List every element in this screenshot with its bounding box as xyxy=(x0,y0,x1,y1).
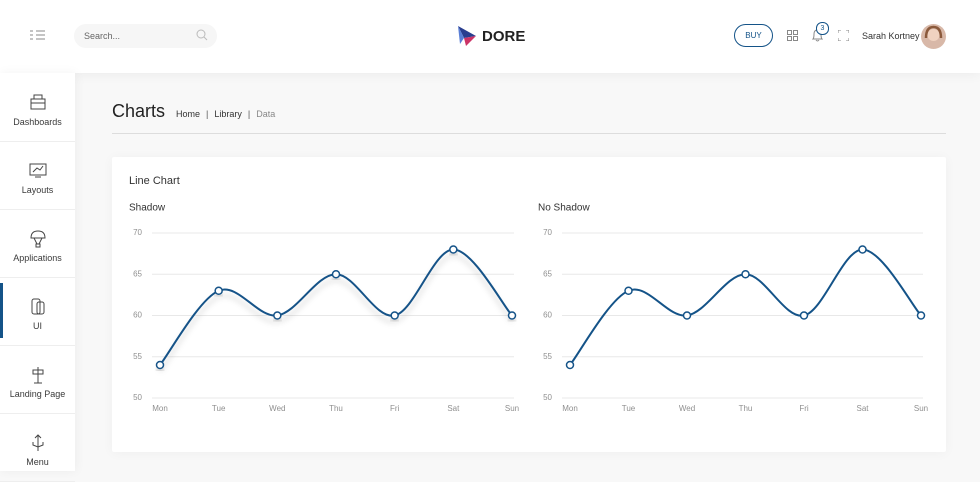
x-tick-label: Wed xyxy=(679,404,695,413)
x-tick-label: Fri xyxy=(799,404,809,413)
x-tick-label: Fri xyxy=(390,404,400,413)
sidebar-label: Landing Page xyxy=(9,389,66,399)
breadcrumb: HomeLibraryData xyxy=(176,109,275,119)
y-tick-label: 65 xyxy=(133,269,142,278)
data-point xyxy=(449,245,458,254)
charts: Shadow 50 55 60 65 70 Mon Tue Wed Thu Fri Sat Sun No … xyxy=(129,203,928,413)
data-point xyxy=(507,311,517,320)
apps-icon[interactable] xyxy=(787,30,798,41)
sidebar-icon xyxy=(32,367,44,384)
data-point xyxy=(682,311,692,320)
search-placeholder: Search... xyxy=(84,31,121,41)
logo-icon xyxy=(458,26,476,46)
x-tick-label: Sun xyxy=(505,404,519,413)
x-tick-label: Mon xyxy=(152,404,168,413)
y-tick-label: 55 xyxy=(543,352,552,361)
sidebar-item[interactable]: Dashboards xyxy=(0,73,75,142)
y-tick-label: 50 xyxy=(543,393,552,402)
x-tick-label: Thu xyxy=(739,404,753,413)
menu-icon[interactable] xyxy=(30,30,46,41)
page-title: Charts xyxy=(112,101,166,121)
x-tick-label: Mon xyxy=(562,404,578,413)
sidebar-icon xyxy=(32,434,44,451)
sidebar-label: Menu xyxy=(26,457,49,467)
x-tick-label: Sat xyxy=(856,404,869,413)
data-point xyxy=(916,311,926,320)
data-point xyxy=(624,286,633,295)
sidebar-label: UI xyxy=(33,321,42,331)
x-tick-label: Tue xyxy=(622,404,636,413)
data-point xyxy=(565,360,575,370)
sidebar-icon xyxy=(30,230,46,248)
user-name[interactable]: Sarah Kortney xyxy=(862,31,920,41)
breadcrumb-item[interactable]: Data xyxy=(242,109,275,119)
breadcrumb-item[interactable]: Home xyxy=(176,109,201,119)
sidebar-icon xyxy=(31,298,45,315)
line-series xyxy=(159,248,513,366)
y-tick-label: 50 xyxy=(133,393,142,402)
search-box[interactable]: Search... xyxy=(74,24,217,48)
data-point xyxy=(390,311,399,320)
x-tick-label: Sat xyxy=(447,404,460,413)
sidebar-item[interactable]: UI xyxy=(0,277,75,346)
y-tick-label: 55 xyxy=(133,352,142,361)
sidebar-icon xyxy=(30,94,46,110)
line-series xyxy=(569,248,922,366)
sidebar: Dashboards Layouts Applications UI Landing P… xyxy=(0,73,75,482)
data-point xyxy=(155,360,165,370)
sidebar-item[interactable]: Landing Page xyxy=(0,345,75,414)
card: Line Chart Shadow 50 55 60 65 70 Mon Tue Wed Thu F… xyxy=(112,157,946,452)
sidebar-item[interactable]: Layouts xyxy=(0,141,75,210)
data-point xyxy=(858,245,867,254)
sidebar-item[interactable]: Menu xyxy=(0,413,75,482)
breadcrumb-item[interactable]: Library xyxy=(200,109,242,119)
sidebar-label: Applications xyxy=(13,253,62,263)
chart-title: Shadow xyxy=(129,203,166,214)
y-tick-label: 60 xyxy=(133,311,142,320)
data-point xyxy=(331,270,341,279)
buy-button[interactable]: BUY xyxy=(734,24,773,47)
x-tick-label: Thu xyxy=(329,404,343,413)
y-tick-label: 65 xyxy=(543,269,552,278)
avatar[interactable] xyxy=(921,24,946,49)
card-title: Line Chart xyxy=(129,175,180,187)
fullscreen-icon[interactable] xyxy=(838,30,849,41)
data-point xyxy=(273,311,282,320)
y-tick-label: 70 xyxy=(543,228,552,237)
top-bar: Search... DORE BUY 3 Sarah Kortney xyxy=(0,0,980,73)
logo-text[interactable]: DORE xyxy=(482,28,526,45)
sidebar-item[interactable]: Applications xyxy=(0,209,75,278)
sidebar-label: Layouts xyxy=(21,185,54,195)
sidebar-icon xyxy=(29,163,47,178)
search-icon xyxy=(196,29,208,41)
x-tick-label: Sun xyxy=(914,404,928,413)
sidebar-label: Dashboards xyxy=(13,117,62,127)
divider xyxy=(112,133,946,134)
chart-title: No Shadow xyxy=(538,203,590,214)
data-point xyxy=(799,311,809,320)
notification-badge: 3 xyxy=(816,22,829,35)
x-tick-label: Tue xyxy=(212,404,226,413)
y-tick-label: 60 xyxy=(543,311,552,320)
data-point xyxy=(214,286,223,295)
data-point xyxy=(741,270,750,279)
x-tick-label: Wed xyxy=(269,404,285,413)
y-tick-label: 70 xyxy=(133,228,142,237)
